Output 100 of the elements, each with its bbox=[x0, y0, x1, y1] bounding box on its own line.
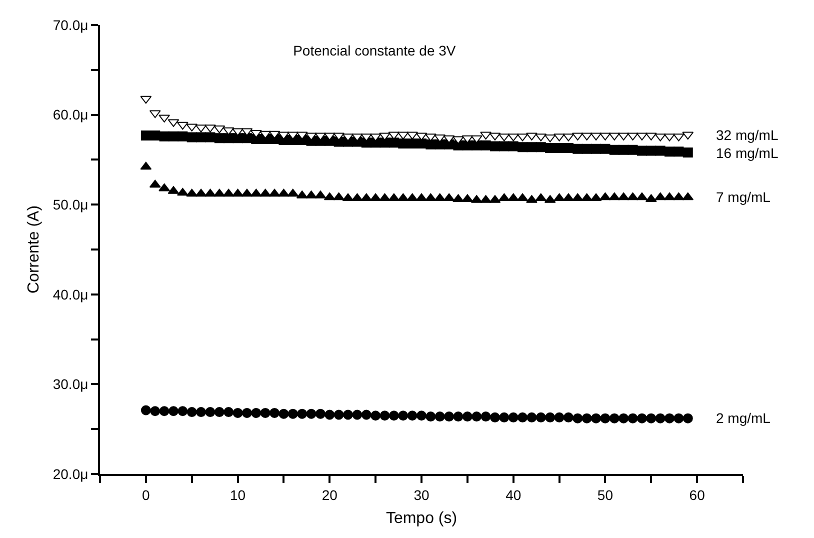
y-tick-label: 60.0μ bbox=[52, 106, 88, 123]
point bbox=[591, 144, 602, 154]
point bbox=[159, 131, 170, 142]
point bbox=[535, 193, 547, 202]
x-axis-title: Tempo (s) bbox=[386, 510, 458, 527]
point bbox=[168, 406, 178, 416]
point bbox=[424, 193, 436, 202]
series-label: 2 mg/mL bbox=[716, 410, 771, 426]
point bbox=[453, 412, 464, 422]
point bbox=[655, 413, 666, 424]
point bbox=[416, 193, 428, 202]
point bbox=[480, 132, 492, 140]
text: Potencial constante de 3V bbox=[293, 42, 456, 59]
x-tick-label: 10 bbox=[230, 486, 246, 503]
point bbox=[224, 133, 234, 144]
point bbox=[260, 408, 270, 418]
point bbox=[462, 135, 474, 144]
point bbox=[499, 412, 510, 422]
point bbox=[196, 407, 206, 418]
point bbox=[572, 144, 583, 154]
point bbox=[609, 144, 620, 155]
point bbox=[232, 408, 243, 418]
point bbox=[158, 183, 170, 192]
point bbox=[278, 408, 289, 419]
y-axis-title: Corrente (A) bbox=[25, 205, 42, 294]
y-tick-label: 20.0μ bbox=[52, 466, 88, 482]
point bbox=[682, 192, 694, 200]
point bbox=[342, 193, 354, 202]
point bbox=[352, 193, 363, 202]
point bbox=[370, 410, 381, 421]
point bbox=[590, 193, 602, 202]
y-tick-label: 50.0μ bbox=[52, 196, 88, 212]
point bbox=[462, 412, 472, 422]
point bbox=[545, 143, 556, 154]
point bbox=[214, 188, 226, 197]
point bbox=[654, 192, 666, 200]
point bbox=[407, 410, 418, 421]
point bbox=[526, 142, 537, 152]
point bbox=[176, 122, 188, 130]
point bbox=[636, 413, 647, 424]
point bbox=[205, 132, 216, 142]
point bbox=[646, 146, 656, 156]
point bbox=[536, 142, 546, 152]
point bbox=[600, 192, 611, 200]
point bbox=[452, 136, 464, 144]
point bbox=[140, 162, 152, 170]
point bbox=[434, 193, 446, 202]
point bbox=[204, 188, 216, 197]
point bbox=[268, 188, 280, 197]
point bbox=[260, 130, 272, 139]
y-tick-label: 30.0μ bbox=[52, 376, 88, 392]
point bbox=[214, 133, 224, 144]
point bbox=[140, 130, 151, 140]
point bbox=[380, 410, 390, 421]
point bbox=[572, 193, 584, 202]
point bbox=[315, 408, 326, 419]
point bbox=[150, 130, 160, 140]
point bbox=[178, 406, 188, 416]
point bbox=[516, 193, 528, 202]
point bbox=[444, 412, 454, 422]
series-label: 7 mg/mL bbox=[716, 189, 771, 205]
point bbox=[591, 413, 602, 424]
point bbox=[554, 143, 564, 154]
point bbox=[296, 132, 308, 140]
point bbox=[361, 410, 372, 420]
point bbox=[379, 193, 390, 202]
point bbox=[222, 188, 234, 197]
point bbox=[397, 132, 409, 140]
point bbox=[168, 131, 178, 142]
point bbox=[664, 413, 675, 424]
point bbox=[324, 192, 336, 200]
point bbox=[416, 410, 426, 421]
point bbox=[352, 410, 362, 420]
point bbox=[334, 410, 344, 420]
point bbox=[426, 139, 436, 150]
point bbox=[287, 188, 299, 197]
series-label: 32 mg/mL bbox=[716, 127, 778, 143]
point bbox=[636, 146, 647, 156]
y-tick-label: 40.0μ bbox=[52, 286, 88, 302]
point bbox=[159, 406, 170, 416]
point bbox=[608, 192, 620, 200]
point bbox=[572, 413, 583, 424]
point bbox=[490, 141, 500, 152]
point bbox=[278, 188, 290, 197]
point bbox=[673, 192, 684, 200]
point bbox=[582, 144, 592, 154]
series-label: 16 mg/mL bbox=[716, 145, 778, 161]
point bbox=[499, 141, 510, 152]
point bbox=[270, 408, 280, 418]
point bbox=[618, 144, 629, 155]
point bbox=[682, 413, 693, 424]
point bbox=[582, 413, 592, 424]
x-tick-label: 40 bbox=[506, 486, 522, 503]
point bbox=[609, 413, 620, 424]
point bbox=[224, 407, 234, 418]
point bbox=[518, 412, 528, 422]
point bbox=[518, 142, 528, 152]
x-tick-label: 60 bbox=[689, 486, 706, 503]
point bbox=[178, 131, 188, 142]
point bbox=[581, 193, 593, 202]
